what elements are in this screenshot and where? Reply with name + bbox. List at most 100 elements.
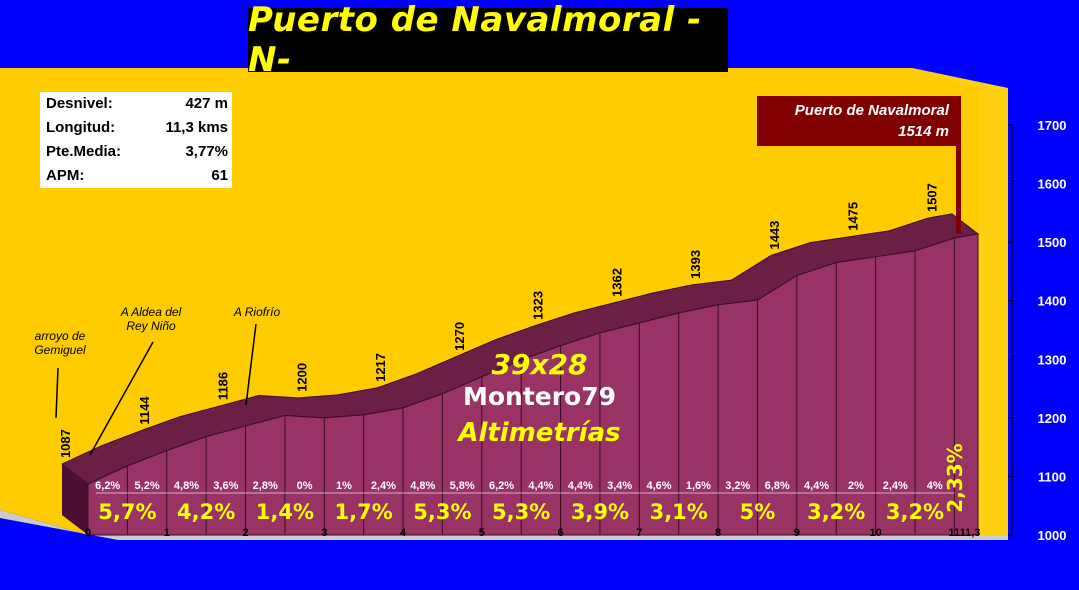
elevation-label: 1393 [688, 250, 703, 279]
stat-value: 3,77% [185, 143, 228, 160]
half-km-gradient: 2% [848, 480, 864, 492]
chart-title: Puerto de Navalmoral -N- [248, 0, 702, 80]
place-annotations: arroyo de Gemiguel A Aldea del Rey Niño A Ri… [34, 305, 281, 456]
stat-value: 427 m [185, 95, 228, 112]
chart-axes: 1000 1100 1200 1300 1400 1500 1600 1700 0 1 2 3 4 5 6 7… [85, 118, 1067, 543]
elevation-label: 1144 [137, 396, 152, 425]
chart-floor [0, 510, 1008, 540]
stat-pendiente: Pte.Media: 3,77% [40, 140, 232, 164]
elevation-label: 1362 [609, 268, 624, 297]
km-gradient: 3,2% [886, 500, 944, 524]
x-tick-label: 6 [558, 527, 564, 539]
x-tick-label: 5 [479, 527, 485, 539]
annotation-leader [245, 323, 257, 406]
half-km-gradient: 3,2% [725, 480, 750, 492]
half-km-gradient: 4,4% [528, 480, 553, 492]
place-label: A Riofrío [233, 305, 281, 319]
elevation-label: 1087 [58, 429, 73, 458]
brand-label: Altimetrías [458, 418, 621, 448]
km-gradient: 5% [740, 500, 776, 524]
stats-panel: Desnivel: 427 m Longitud: 11,3 kms Pte.Med… [40, 92, 232, 188]
y-tick-label: 1700 [1038, 118, 1067, 133]
x-tick-label: 7 [636, 527, 642, 539]
place-label-line: A Riofrío [233, 305, 281, 319]
y-tick-label: 1500 [1038, 235, 1067, 250]
elevation-label: 1270 [452, 322, 467, 351]
km-gradient: 5,3% [492, 500, 550, 524]
half-km-gradient: 3,6% [213, 480, 238, 492]
elevation-label: 1323 [531, 291, 546, 320]
elevation-label: 1507 [924, 183, 939, 212]
half-km-gradient: 2,4% [883, 480, 908, 492]
stat-label: Desnivel: [46, 95, 113, 112]
gradient-labels: 6,2% 5,2% 4,8% 3,6% 2,8% 0% 1% 2,4% 4,8% 5,8% 6,2%… [95, 443, 967, 524]
elevation-label: 1443 [767, 221, 782, 250]
half-km-gradient: 4,4% [804, 480, 829, 492]
stat-label: APM: [46, 167, 85, 184]
stat-value: 11,3 kms [165, 119, 228, 136]
half-km-gradient: 4,8% [410, 480, 435, 492]
half-km-gradient: 3,4% [607, 480, 632, 492]
km-gradient: 1,4% [256, 500, 314, 524]
elevation-label: 1217 [373, 353, 388, 382]
last-gradient: 2,33% [943, 443, 967, 512]
elevation-label: 1200 [294, 363, 309, 392]
y-tick-label: 1100 [1038, 469, 1066, 484]
scale-label: 39x28 [491, 348, 588, 381]
elevation-profile [61, 96, 980, 536]
stat-longitud: Longitud: 11,3 kms [40, 116, 232, 140]
chart-back-wall [912, 68, 1008, 535]
km-gradient: 1,7% [335, 500, 393, 524]
km-gradient: 5,7% [98, 500, 156, 524]
half-km-gradient: 1,6% [686, 480, 711, 492]
km-gradient: 3,1% [650, 500, 708, 524]
elevation-labels: 1087 1144 1186 1200 1217 1270 1323 1362 1393 1443… [58, 183, 939, 458]
x-tick-label: 11 [949, 527, 961, 539]
stat-label: Pte.Media: [46, 143, 122, 160]
place-label-line: arroyo de [35, 329, 86, 343]
stat-desnivel: Desnivel: 427 m [40, 92, 232, 116]
annotation-leader [55, 367, 59, 419]
half-km-gradient: 0% [297, 480, 313, 492]
place-label: A Aldea del Rey Niño [120, 305, 182, 333]
title-box: Puerto de Navalmoral -N- [248, 0, 728, 80]
km-gradient: 4,2% [177, 500, 235, 524]
km-gradient: 3,2% [807, 500, 865, 524]
y-tick-label: 1300 [1038, 352, 1067, 367]
summit-name: Puerto de Navalmoral [794, 102, 949, 119]
stat-apm: APM: 61 [40, 164, 232, 188]
stat-label: Longitud: [46, 119, 116, 136]
author-label: Montero79 [462, 382, 617, 411]
x-tick-label: 9 [794, 527, 800, 539]
summit-flag: Puerto de Navalmoral 1514 m [757, 96, 957, 146]
x-tick-label: 0 [85, 527, 91, 539]
place-label-line: Rey Niño [126, 319, 176, 333]
y-tick-label: 1000 [1038, 528, 1067, 543]
km-gradient: 3,9% [571, 500, 629, 524]
half-km-gradient: 1% [336, 480, 352, 492]
elevation-label: 1186 [216, 372, 231, 400]
place-label: arroyo de Gemiguel [34, 329, 86, 357]
half-km-gradient: 5,8% [450, 480, 475, 492]
annotation-leader [89, 341, 154, 456]
stat-value: 61 [211, 167, 228, 184]
y-tick-label: 1600 [1038, 177, 1067, 192]
y-tick-label: 1200 [1038, 411, 1067, 426]
x-tick-label: 4 [400, 527, 407, 539]
half-km-gradient: 4,8% [174, 480, 199, 492]
half-km-gradient: 6,2% [489, 480, 514, 492]
km-gradient: 5,3% [413, 500, 471, 524]
place-label-line: Gemiguel [34, 343, 86, 357]
half-km-gradient: 4,6% [646, 480, 671, 492]
summit-elevation: 1514 m [898, 123, 949, 140]
x-tick-label: 1 [164, 527, 170, 539]
x-tick-label: 3 [321, 527, 327, 539]
place-label-line: A Aldea del [120, 305, 182, 319]
x-tick-label: 8 [715, 527, 721, 539]
y-tick-label: 1400 [1038, 294, 1067, 309]
half-km-gradient: 6,2% [95, 480, 120, 492]
x-tick-label: 2 [242, 527, 248, 539]
half-km-gradient: 2,4% [371, 480, 396, 492]
summit-pole [956, 96, 961, 234]
